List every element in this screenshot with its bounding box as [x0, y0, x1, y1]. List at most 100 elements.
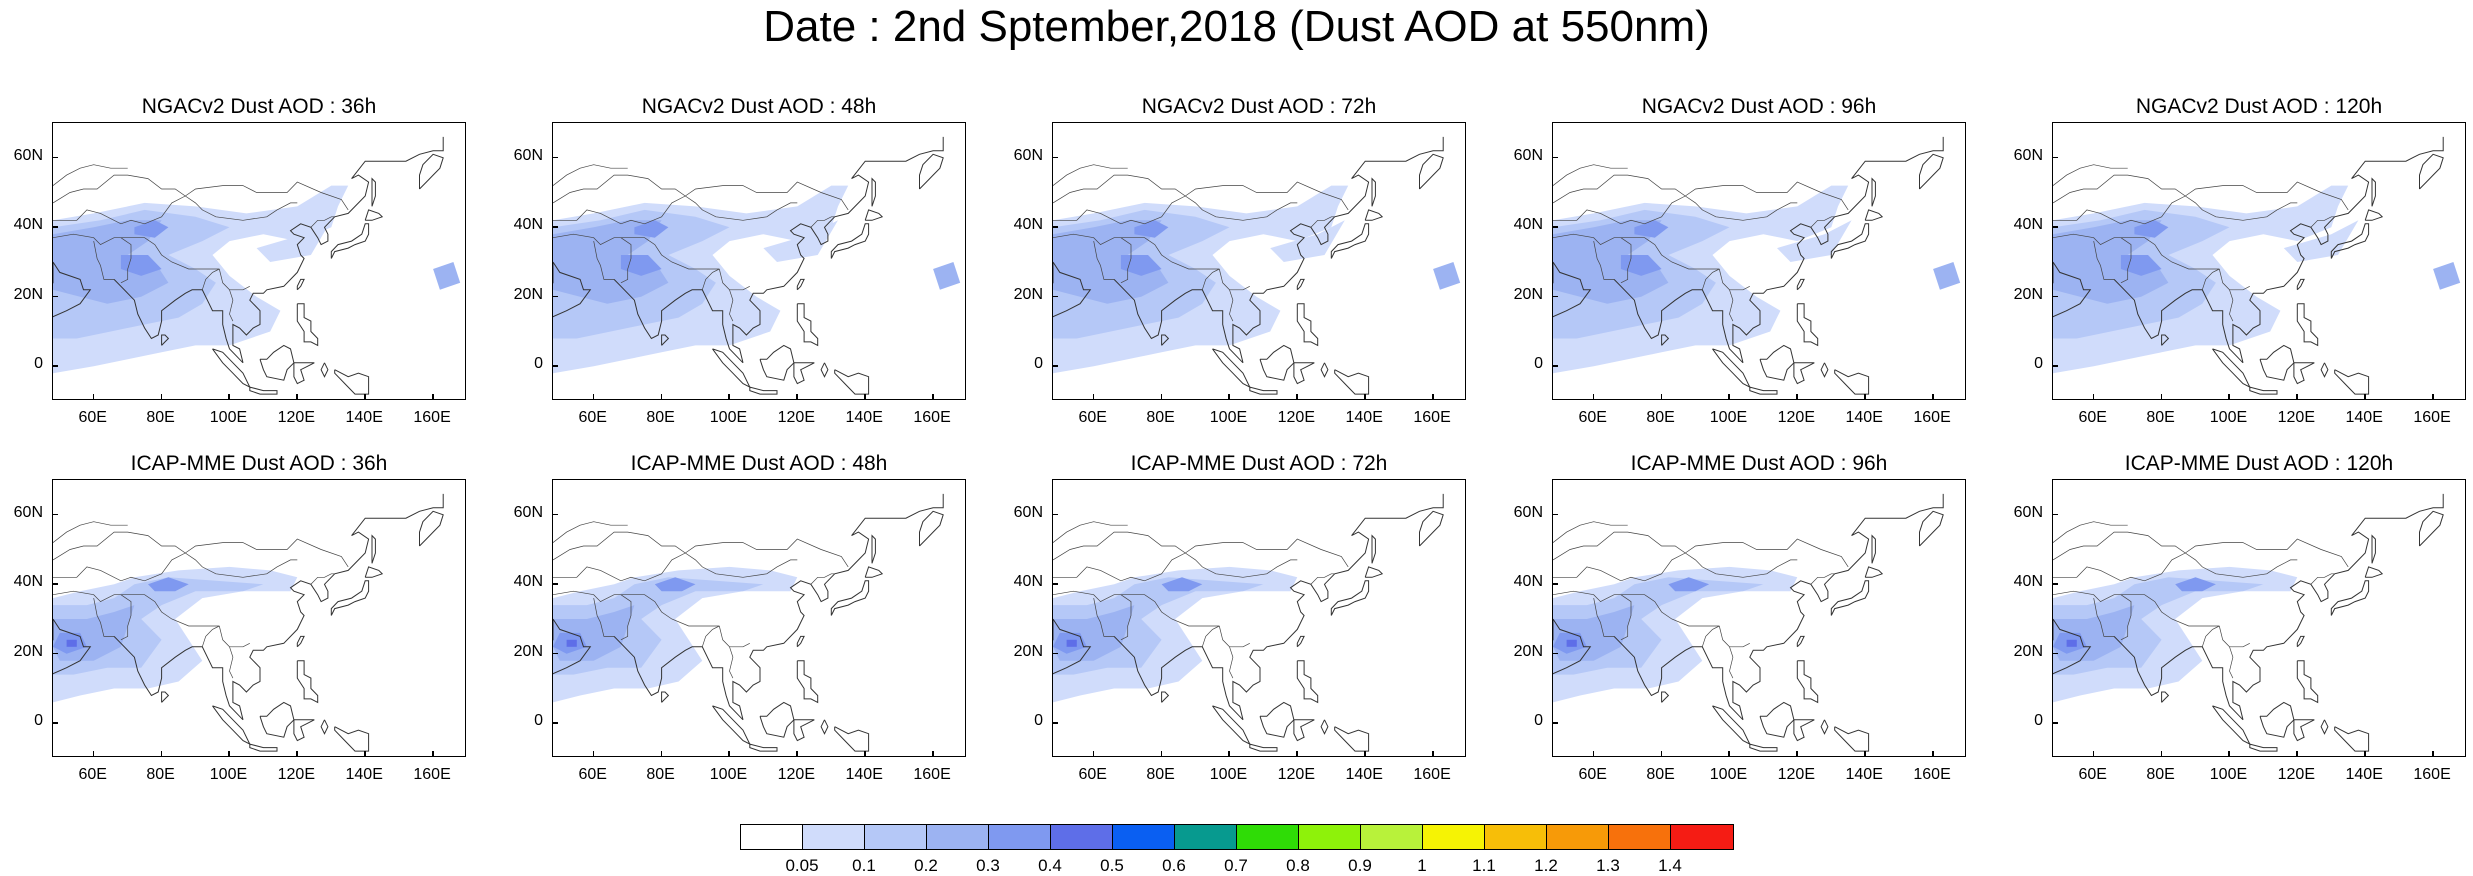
longitude-label: 80E [1646, 409, 1675, 426]
map-panel: NGACv2 Dust AOD : 36h 60N 40N 20N 0 60E 80E 100… [3, 95, 473, 445]
coastline [2419, 153, 2444, 190]
latitude-tick [1052, 722, 1058, 724]
country-border [201, 625, 220, 647]
colorbar-label: 0.7 [1224, 856, 1248, 875]
latitude-tick [1552, 513, 1558, 516]
country-border [2120, 594, 2132, 641]
coastline [1820, 362, 1829, 378]
longitude-tick [1592, 751, 1595, 757]
longitude-tick [2092, 394, 2095, 400]
map-panel: ICAP-MME Dust AOD : 72h 60N 40N 20N 0 60E 80E 1… [1003, 452, 1473, 802]
longitude-tick [1092, 394, 1095, 400]
coastline [1712, 705, 1751, 746]
coastline [1232, 493, 1444, 720]
coastline [820, 362, 829, 378]
coastline [919, 510, 944, 547]
longitude-label: 140E [845, 409, 883, 426]
coastline [793, 719, 815, 742]
coastline [1749, 743, 1778, 752]
latitude-tick [2052, 652, 2058, 655]
country-border [1553, 521, 1628, 543]
country-border [810, 216, 835, 228]
latitude-tick [552, 295, 558, 298]
dust-aod-region [1553, 220, 1669, 304]
longitude-tick [932, 394, 934, 400]
country-border [701, 625, 720, 647]
coastline [2232, 136, 2444, 363]
coastline [2364, 209, 2384, 221]
coastline [371, 534, 376, 564]
longitude-label: 120E [1777, 766, 1815, 783]
coastline [2249, 743, 2278, 752]
dust-aod-region [1668, 577, 1710, 592]
coastline [161, 334, 170, 346]
coastline [113, 636, 244, 721]
panel-title: NGACv2 Dust AOD : 96h [1641, 95, 1877, 118]
latitude-label: 0 [34, 712, 43, 730]
dust-aod-region [1053, 220, 1169, 304]
country-border [2201, 625, 2220, 647]
colorbar-label: 0.6 [1162, 856, 1186, 875]
latitude-label: 40N [1513, 216, 1543, 234]
country-border [2120, 237, 2132, 284]
longitude-label: 80E [2146, 409, 2175, 426]
panel-title: ICAP-MME Dust AOD : 36h [130, 452, 388, 475]
map-frame [552, 122, 966, 400]
coastline [1113, 279, 1244, 364]
coastline [2320, 362, 2329, 378]
coastline [293, 719, 315, 742]
latitude-label: 20N [513, 642, 543, 660]
dust-aod-region [654, 577, 696, 592]
country-border [729, 289, 734, 322]
latitude-label: 0 [1534, 712, 1543, 730]
latitude-label: 60N [2013, 503, 2043, 521]
coastline [2232, 493, 2444, 720]
country-border [620, 594, 632, 641]
coastline [259, 701, 295, 738]
coastline [113, 279, 244, 364]
longitude-tick [1432, 751, 1434, 757]
coastline [2334, 726, 2370, 752]
coastline [1296, 635, 1305, 648]
coastline [212, 348, 251, 389]
longitude-label: 60E [1578, 766, 1607, 783]
country-border [2053, 181, 2349, 225]
dust-aod-region [1566, 639, 1577, 647]
latitude-label: 0 [2034, 355, 2043, 373]
longitude-label: 100E [1209, 409, 1248, 426]
country-border [1218, 625, 1250, 648]
coastline [1334, 726, 1370, 752]
coastline [334, 369, 370, 395]
coastline [293, 362, 315, 385]
dust-aod-region [933, 262, 961, 290]
longitude-label: 100E [709, 409, 748, 426]
coastline [232, 493, 444, 720]
longitude-tick [2364, 751, 2366, 757]
longitude-tick [1864, 394, 1866, 400]
longitude-tick [1660, 394, 1663, 400]
longitude-label: 80E [1146, 409, 1175, 426]
coastline [1796, 635, 1805, 648]
map-frame [1552, 479, 1966, 757]
colorbar-swatch [740, 824, 804, 850]
dust-aod-region [120, 255, 162, 276]
country-border [2310, 573, 2335, 585]
coastline [796, 660, 819, 704]
coastline [2053, 261, 2092, 318]
country-border [553, 174, 686, 204]
page-title: Date : 2nd Sptember,2018 (Dust AOD at 55… [763, 2, 1710, 51]
coastline [2212, 348, 2251, 389]
latitude-tick [1552, 295, 1558, 298]
coastline [2330, 223, 2370, 259]
latitude-label: 60N [2013, 146, 2043, 164]
coastline [712, 348, 751, 389]
country-border [1718, 268, 1750, 291]
coastline [1296, 278, 1305, 291]
country-border [229, 646, 234, 679]
latitude-label: 60N [1513, 146, 1543, 164]
country-border [53, 174, 186, 204]
coastline [2113, 636, 2244, 721]
coastline [1371, 177, 1376, 207]
longitude-label: 80E [1646, 766, 1675, 783]
colorbar-swatch [988, 824, 1052, 850]
